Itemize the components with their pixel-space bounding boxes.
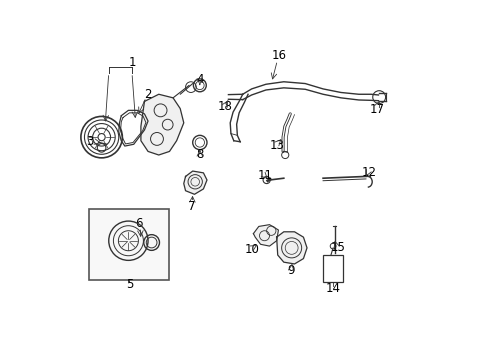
- Text: 2: 2: [144, 88, 151, 101]
- Polygon shape: [141, 94, 183, 155]
- Polygon shape: [183, 171, 206, 194]
- Text: 1: 1: [128, 55, 136, 69]
- Text: 3: 3: [86, 135, 94, 148]
- Text: 4: 4: [196, 73, 203, 86]
- Text: 9: 9: [286, 264, 294, 276]
- Text: 5: 5: [125, 278, 133, 291]
- Text: 14: 14: [325, 283, 340, 296]
- Text: 16: 16: [271, 49, 286, 62]
- Text: 7: 7: [187, 200, 195, 213]
- Text: 17: 17: [368, 103, 384, 116]
- Text: 15: 15: [330, 241, 345, 255]
- Text: 12: 12: [361, 166, 376, 179]
- Text: 13: 13: [269, 139, 284, 152]
- Text: 18: 18: [218, 100, 232, 113]
- Text: 6: 6: [135, 217, 142, 230]
- Text: 11: 11: [257, 169, 272, 182]
- Text: 10: 10: [244, 243, 259, 256]
- Polygon shape: [253, 225, 278, 246]
- Bar: [89, 208, 169, 280]
- Polygon shape: [276, 232, 306, 264]
- Bar: [323, 255, 342, 282]
- Text: 8: 8: [196, 148, 203, 161]
